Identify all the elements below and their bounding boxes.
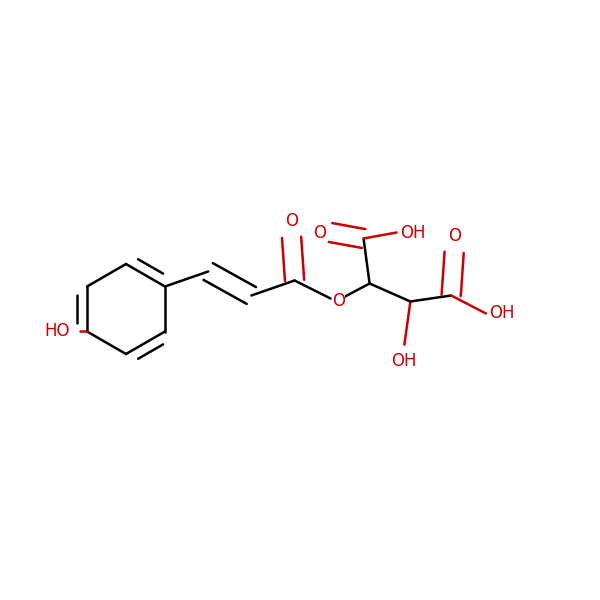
Text: OH: OH [490, 304, 515, 323]
Text: HO: HO [45, 322, 70, 340]
Text: OH: OH [392, 352, 417, 370]
Text: OH: OH [400, 223, 425, 241]
Text: O: O [332, 292, 346, 311]
Text: O: O [285, 212, 298, 230]
Text: O: O [313, 223, 326, 241]
Text: O: O [448, 227, 461, 245]
